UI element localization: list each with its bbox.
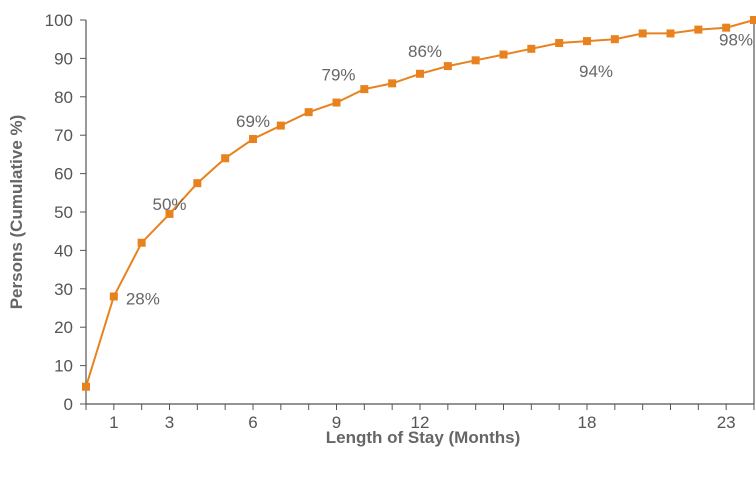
data-point-marker <box>82 382 90 391</box>
y-tick-label: 60 <box>54 165 73 184</box>
data-point-marker <box>666 29 675 38</box>
x-tick-label: 6 <box>248 413 257 432</box>
y-tick-label: 100 <box>45 11 73 30</box>
x-tick-label: 23 <box>717 413 736 432</box>
data-point-marker <box>722 23 731 32</box>
data-annotation-label: 79% <box>321 66 355 85</box>
data-point-marker <box>471 56 480 65</box>
data-annotation-label: 94% <box>579 62 613 81</box>
data-point-marker <box>249 135 257 144</box>
data-point-marker <box>416 69 424 78</box>
y-tick-label: 10 <box>54 357 73 376</box>
data-point-marker <box>221 154 230 163</box>
x-tick-label: 1 <box>109 413 118 432</box>
tick-marks <box>80 19 755 410</box>
data-point-marker <box>165 209 174 218</box>
annotations: 28% 50% 69% 79% 86% 94% 98% <box>126 31 753 309</box>
data-point-marker <box>499 50 508 59</box>
data-annotation-label: 50% <box>152 195 186 214</box>
data-point-marker <box>304 108 313 117</box>
y-tick-label: 30 <box>54 280 73 299</box>
data-point-marker <box>332 98 341 107</box>
data-point-marker <box>109 292 118 301</box>
x-tick-label: 12 <box>411 413 430 432</box>
data-annotation-label: 28% <box>126 289 160 308</box>
data-point-marker <box>527 44 536 53</box>
x-axis-title: Length of Stay (Months) <box>326 428 521 447</box>
data-point-marker <box>555 39 564 48</box>
data-point-marker <box>193 179 202 188</box>
x-tick-label: 3 <box>165 413 174 432</box>
data-annotation-label: 86% <box>408 42 442 61</box>
data-point-marker <box>276 121 285 130</box>
data-point-marker <box>137 238 146 247</box>
data-point-marker <box>694 25 703 34</box>
series-group <box>82 16 756 391</box>
data-point-marker <box>583 37 591 46</box>
y-tick-label: 50 <box>54 203 73 222</box>
x-tick-label: 9 <box>332 413 341 432</box>
data-point-marker <box>638 29 647 38</box>
y-tick-label: 80 <box>54 88 73 107</box>
data-point-marker <box>750 16 756 24</box>
y-tick-label: 90 <box>54 49 73 68</box>
tick-labels: 0 10 20 30 40 50 60 70 80 90 100 1 3 6 9 12 18 23 <box>45 11 736 432</box>
y-tick-label: 0 <box>64 395 73 414</box>
data-annotation-label: 98% <box>719 31 753 50</box>
data-point-marker <box>360 85 369 94</box>
data-point-marker <box>388 79 397 88</box>
data-annotation-label: 69% <box>236 112 270 131</box>
y-tick-label: 70 <box>54 126 73 145</box>
x-tick-label: 18 <box>578 413 597 432</box>
y-tick-label: 20 <box>54 318 73 337</box>
y-axis-title: Persons (Cumulative %) <box>7 115 26 310</box>
y-tick-label: 40 <box>54 241 73 260</box>
data-point-marker <box>443 62 452 71</box>
data-point-marker <box>610 35 619 44</box>
